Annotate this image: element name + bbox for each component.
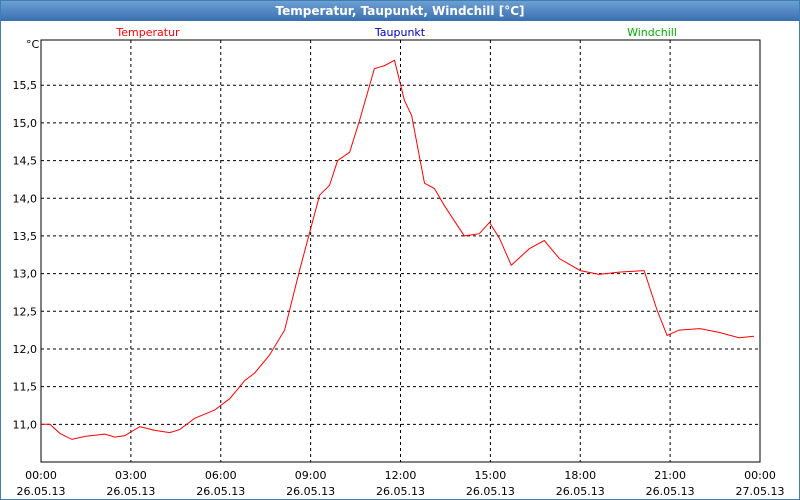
x-tick-label: 09:00 (295, 469, 327, 482)
y-tick-label: 12,0 (13, 343, 38, 356)
x-tick-label: 00:00 (25, 469, 57, 482)
legend-entry: Windchill (627, 26, 677, 39)
y-tick-label: 12,5 (13, 305, 38, 318)
y-tick-label: 13,5 (13, 230, 38, 243)
x-tick-date: 26.05.13 (646, 485, 695, 498)
y-tick-label: 11,5 (13, 381, 38, 394)
x-tick-date: 26.05.13 (106, 485, 155, 498)
x-tick-label: 18:00 (564, 469, 596, 482)
window-title: Temperatur, Taupunkt, Windchill [°C] (1, 1, 799, 21)
x-tick-label: 21:00 (654, 469, 686, 482)
x-tick-date: 26.05.13 (466, 485, 515, 498)
y-tick-label: 11,0 (13, 418, 38, 431)
x-tick-label: 00:00 (744, 469, 776, 482)
legend-entry: Temperatur (115, 26, 180, 39)
y-tick-label: 14,5 (13, 155, 38, 168)
x-tick-label: 12:00 (385, 469, 417, 482)
x-tick-date: 26.05.13 (376, 485, 425, 498)
x-tick-date: 26.05.13 (17, 485, 66, 498)
series-line (41, 59, 755, 440)
x-tick-label: 03:00 (115, 469, 147, 482)
legend-entry: Taupunkt (374, 26, 426, 39)
y-tick-label: 13,0 (13, 268, 38, 281)
y-tick-label: 14,0 (13, 192, 38, 205)
x-tick-label: 15:00 (475, 469, 507, 482)
x-tick-date: 26.05.13 (286, 485, 335, 498)
y-tick-label: 15,5 (13, 79, 38, 92)
x-tick-date: 27.05.13 (736, 485, 785, 498)
y-tick-label: 15,0 (13, 117, 38, 130)
y-unit: °C (26, 38, 40, 51)
x-tick-date: 26.05.13 (556, 485, 605, 498)
x-tick-date: 26.05.13 (196, 485, 245, 498)
x-tick-label: 06:00 (205, 469, 237, 482)
